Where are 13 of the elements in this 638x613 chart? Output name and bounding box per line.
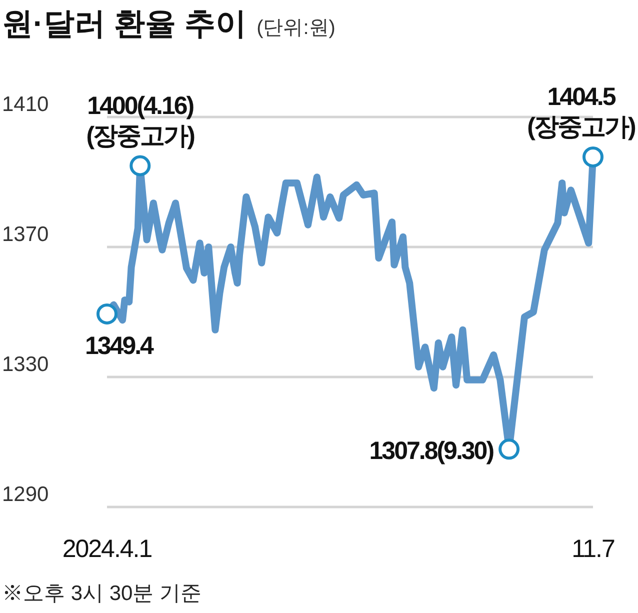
chart-subtitle: (단위:원) xyxy=(256,17,336,39)
y-tick-label: 1370 xyxy=(2,223,49,246)
annotation: 1349.4 xyxy=(85,332,154,360)
x-tick-label: 2024.4.1 xyxy=(62,535,152,563)
x-tick-label: 11.7 xyxy=(572,535,614,563)
annotation: 1404.5 (장중고가) xyxy=(527,82,636,141)
y-tick-label: 1410 xyxy=(2,93,49,116)
chart-title: 원·달러 환율 추이 xyxy=(2,6,247,41)
y-tick-label: 1330 xyxy=(2,353,49,376)
text: ※오후 3시 30분 기준 xyxy=(2,582,202,605)
annotation: 1307.8(9.30) xyxy=(369,437,494,466)
annotation: 1400(4.16) (장중고가) xyxy=(86,92,196,150)
y-tick-label: 1290 xyxy=(2,483,49,506)
